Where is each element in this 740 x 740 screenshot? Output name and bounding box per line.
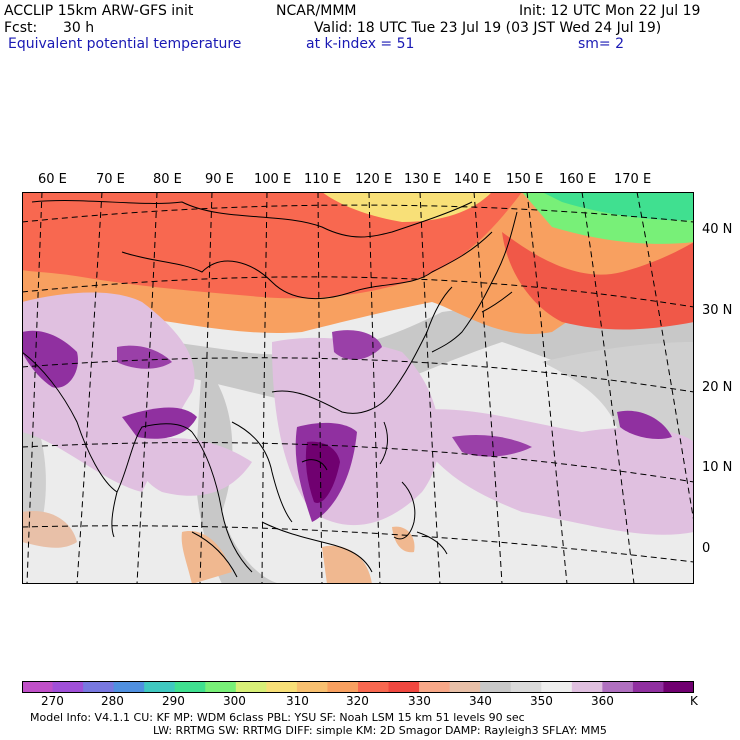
- colorbar-swatch: [571, 681, 603, 693]
- purple-dark-bay: [122, 407, 197, 439]
- colorbar-swatch: [480, 681, 512, 693]
- theta-e-map: [22, 192, 694, 584]
- forecast-hour: 30 h: [63, 20, 95, 36]
- colorbar-swatch: [541, 681, 573, 693]
- model-info-line2: LW: RRTMG SW: RRTMG DIFF: simple KM: 2D …: [153, 724, 607, 737]
- colorbar-swatch: [266, 681, 298, 693]
- lon-label-120e: 120 E: [355, 172, 393, 187]
- gray-indochina: [195, 362, 282, 584]
- purple-dark-india-north: [117, 345, 172, 369]
- lat-label-0: 0: [702, 541, 711, 556]
- valid-time: Valid: 18 UTC Tue 23 Jul 19 (03 JST Wed …: [314, 20, 662, 36]
- model-info-line1: Model Info: V4.1.1 CU: KF MP: WDM 6class…: [30, 711, 525, 724]
- smoothing-label: sm= 2: [578, 36, 625, 52]
- peach-patch-west: [22, 511, 77, 548]
- colorbar-label-300: 300: [223, 694, 246, 708]
- lon-label-90e: 90 E: [205, 172, 234, 187]
- map-frame: [22, 192, 694, 584]
- lat-label-10n: 10 N: [702, 460, 733, 475]
- colorbar-swatch: [83, 681, 115, 693]
- lon-label-170e: 170 E: [614, 172, 652, 187]
- lon-label-150e: 150 E: [506, 172, 544, 187]
- warm-yellow-north: [322, 192, 492, 222]
- colorbar-swatch: [22, 681, 54, 693]
- colorbar-swatch: [113, 681, 145, 693]
- colorbar-label-270: 270: [41, 694, 64, 708]
- purple-core-scs: [305, 441, 340, 503]
- colorbar-label-350: 350: [530, 694, 553, 708]
- colorbar-label-280: 280: [101, 694, 124, 708]
- coastlines: [22, 200, 518, 578]
- organization-label: NCAR/MMM: [276, 3, 357, 19]
- colorbar-swatch: [632, 681, 664, 693]
- lat-label-30n: 30 N: [702, 303, 733, 318]
- lon-label-70e: 70 E: [96, 172, 125, 187]
- purple-light-bay: [138, 438, 252, 496]
- colorbar-swatch: [205, 681, 237, 693]
- colorbar-label-290: 290: [162, 694, 185, 708]
- colorbar-swatch: [327, 681, 359, 693]
- colorbar-frame: [22, 681, 694, 693]
- colorbar-label-320: 320: [346, 694, 369, 708]
- colorbar-label-330: 330: [408, 694, 431, 708]
- colorbar-label-340: 340: [469, 694, 492, 708]
- purple-dark-south-china: [332, 330, 382, 360]
- colorbar-label-360: 360: [591, 694, 614, 708]
- colorbar-swatch: [174, 681, 206, 693]
- colorbar-swatch: [510, 681, 542, 693]
- init-time: Init: 12 UTC Mon 22 Jul 19: [519, 3, 701, 19]
- colorbar-swatch: [52, 681, 84, 693]
- colorbar-swatch: [602, 681, 634, 693]
- level-label: at k-index = 51: [306, 36, 415, 52]
- forecast-label: Fcst:: [4, 20, 38, 36]
- colorbar-swatch: [419, 681, 451, 693]
- warm-teal-ne: [542, 192, 694, 221]
- colorbar-swatch: [388, 681, 420, 693]
- lat-label-20n: 20 N: [702, 380, 733, 395]
- colorbar-swatch: [296, 681, 328, 693]
- lon-label-100e: 100 E: [254, 172, 292, 187]
- colorbar-swatch: [663, 681, 694, 693]
- peach-patch-borneo: [322, 545, 372, 584]
- model-title: ACCLIP 15km ARW-GFS init: [4, 3, 194, 19]
- purple-dark-pacific: [452, 435, 532, 457]
- lon-label-160e: 160 E: [559, 172, 597, 187]
- colorbar-swatch: [449, 681, 481, 693]
- colorbar-swatch: [358, 681, 390, 693]
- lon-label-140e: 140 E: [454, 172, 492, 187]
- graticule: [22, 192, 694, 584]
- warm-band-red-east: [502, 232, 694, 330]
- lon-label-60e: 60 E: [38, 172, 67, 187]
- lon-label-110e: 110 E: [304, 172, 342, 187]
- colorbar-swatch: [235, 681, 267, 693]
- colorbar-label-310: 310: [286, 694, 309, 708]
- colorbar-swatch: [144, 681, 176, 693]
- colorbar: [22, 681, 694, 693]
- field-name: Equivalent potential temperature: [8, 36, 242, 52]
- peach-patch-sumatra: [181, 531, 232, 584]
- lon-label-130e: 130 E: [404, 172, 442, 187]
- purple-dark-east: [617, 410, 672, 439]
- colorbar-unit: K: [690, 694, 698, 708]
- lat-label-40n: 40 N: [702, 222, 733, 237]
- lon-label-80e: 80 E: [153, 172, 182, 187]
